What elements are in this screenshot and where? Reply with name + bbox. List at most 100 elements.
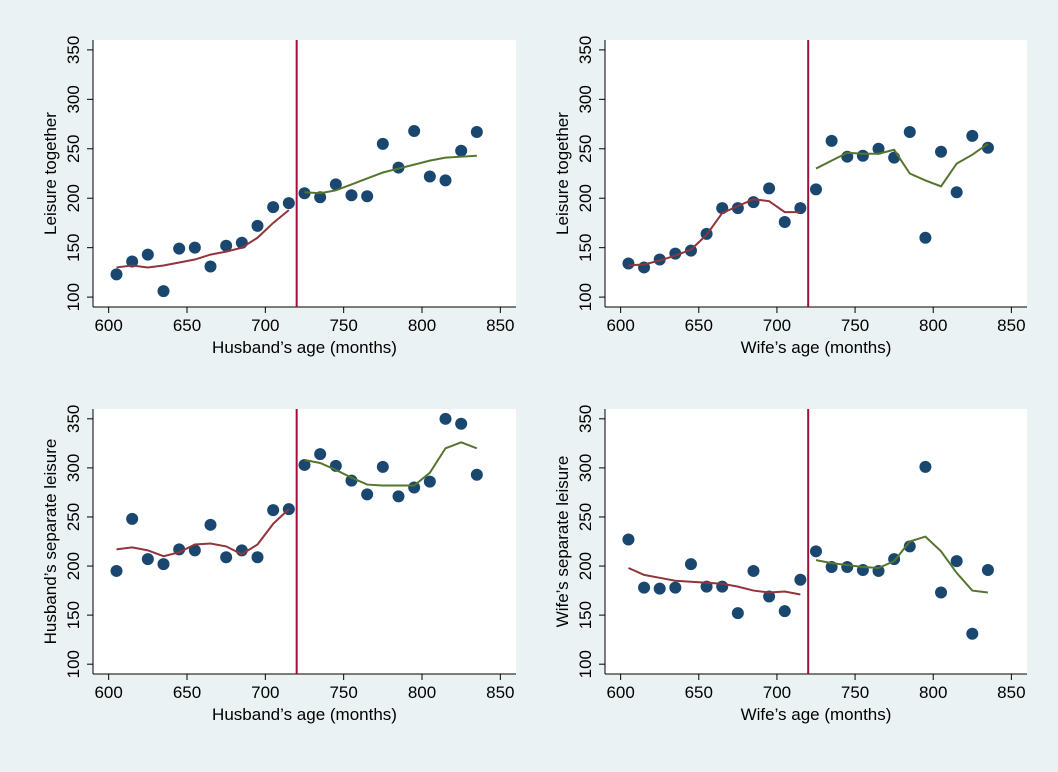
data-point (778, 605, 791, 618)
y-tick-label: 100 (64, 283, 83, 311)
fit-line (116, 209, 290, 269)
fit-line (628, 567, 801, 596)
y-tick-label: 350 (576, 36, 595, 64)
data-point (267, 201, 280, 214)
data-point (638, 581, 651, 594)
y-tick-label: 300 (64, 454, 83, 482)
y-tick-label: 100 (64, 650, 83, 678)
y-tick-label: 250 (64, 503, 83, 531)
data-point (267, 504, 280, 517)
data-point (653, 582, 666, 595)
data-point (220, 239, 233, 252)
y-tick-label: 250 (576, 503, 595, 531)
y-tick-label: 350 (64, 405, 83, 433)
data-point (126, 255, 139, 268)
y-tick-label: 250 (64, 135, 83, 163)
data-point (966, 129, 979, 142)
data-point (622, 533, 635, 546)
data-point (439, 174, 452, 187)
x-tick-label: 850 (486, 316, 514, 335)
y-tick-label: 300 (64, 85, 83, 113)
data-point (935, 145, 948, 158)
x-tick-label: 800 (408, 316, 436, 335)
x-tick-label: 800 (408, 683, 436, 702)
data-point (423, 475, 436, 488)
data-point (141, 248, 154, 261)
data-point (298, 458, 311, 471)
data-point (950, 555, 963, 568)
data-point (329, 178, 342, 191)
data-point (157, 558, 170, 571)
fit-line (304, 154, 477, 195)
x-tick-label: 700 (251, 316, 279, 335)
data-point (345, 474, 358, 487)
data-point (747, 564, 760, 577)
data-point (455, 144, 468, 157)
y-tick-label: 350 (576, 405, 595, 433)
x-tick-label: 850 (997, 683, 1025, 702)
fit-line (815, 143, 989, 188)
y-tick-label: 100 (576, 650, 595, 678)
data-point (361, 488, 374, 501)
x-tick-label: 600 (94, 316, 122, 335)
data-point (919, 460, 932, 473)
data-point (919, 231, 932, 244)
fit-line (304, 441, 478, 487)
data-point (314, 448, 327, 461)
x-tick-label: 700 (763, 316, 791, 335)
y-tick-label: 200 (64, 552, 83, 580)
data-point (157, 285, 170, 298)
y-tick-label: 150 (576, 233, 595, 261)
data-point (282, 197, 295, 210)
data-point (684, 558, 697, 571)
fit-line (815, 535, 989, 594)
data-point (408, 481, 421, 494)
data-point (856, 149, 869, 162)
data-point (794, 573, 807, 586)
data-point (810, 183, 822, 196)
data-point (455, 417, 468, 430)
data-point (220, 551, 233, 564)
data-point (126, 512, 139, 525)
x-tick-label: 850 (997, 316, 1025, 335)
x-axis-title: Wife’s age (months) (741, 705, 892, 724)
data-point (747, 196, 760, 209)
data-point (903, 540, 916, 553)
data-point (392, 490, 405, 503)
x-tick-label: 700 (251, 683, 279, 702)
data-point (361, 190, 374, 203)
data-point (173, 242, 186, 255)
data-point (872, 142, 885, 155)
data-point (903, 125, 916, 138)
data-point (188, 241, 201, 254)
plot-area (605, 40, 1027, 307)
data-point (810, 545, 822, 558)
y-tick-label: 200 (576, 552, 595, 580)
x-tick-label: 600 (606, 316, 634, 335)
data-point (204, 518, 217, 531)
data-point (935, 586, 948, 599)
y-tick-label: 250 (576, 135, 595, 163)
fit-line (116, 508, 290, 558)
plot-area (605, 409, 1027, 674)
data-point (376, 460, 389, 473)
data-point (188, 544, 201, 557)
x-tick-label: 800 (919, 316, 947, 335)
x-tick-label: 700 (763, 683, 791, 702)
x-tick-label: 750 (841, 683, 869, 702)
data-point (110, 268, 123, 281)
y-axis-title: Leisure together (41, 112, 60, 235)
x-tick-label: 750 (841, 316, 869, 335)
x-tick-label: 800 (919, 683, 947, 702)
x-tick-label: 850 (486, 683, 514, 702)
data-point (966, 627, 979, 640)
y-tick-label: 200 (576, 184, 595, 212)
y-axis-title: Leisure together (553, 112, 572, 235)
fit-line (628, 198, 801, 267)
data-point (110, 564, 123, 577)
x-axis-title: Wife’s age (months) (741, 338, 892, 357)
data-point (345, 189, 358, 202)
x-tick-label: 650 (173, 316, 201, 335)
